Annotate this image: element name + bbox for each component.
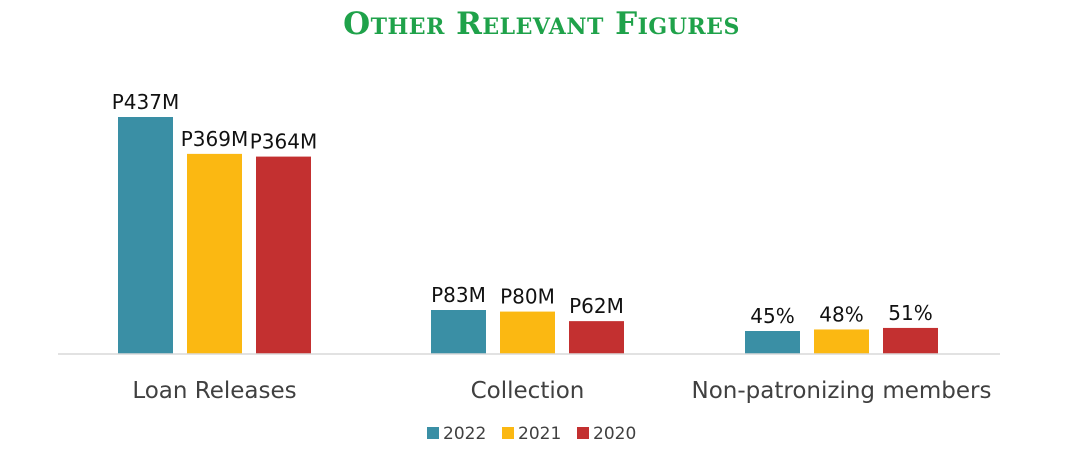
chart-title: Other Relevant Figures	[343, 6, 740, 42]
data-label-2020-1: P62M	[569, 294, 624, 318]
data-label-2022-2: 45%	[750, 304, 794, 328]
data-label-2021-1: P80M	[500, 285, 555, 309]
bar-2021-non-patronizing-members	[814, 329, 869, 354]
data-label-2022-0: P437M	[112, 90, 180, 114]
data-label-2020-0: P364M	[250, 130, 318, 154]
bar-2022-loan-releases	[118, 117, 173, 354]
data-label-2020-2: 51%	[888, 301, 932, 325]
legend-swatch-2022	[427, 427, 439, 439]
data-label-2022-1: P83M	[431, 283, 486, 307]
category-labels: Loan Releases Collection Non-patronizing m…	[132, 378, 991, 404]
bar-2020-loan-releases	[256, 156, 311, 354]
legend-label-2020: 2020	[593, 424, 636, 444]
bar-2020-non-patronizing-members	[883, 327, 938, 354]
legend-label-2021: 2021	[518, 424, 561, 444]
legend-swatch-2020	[577, 427, 589, 439]
category-label-1: Collection	[471, 378, 585, 404]
legend-swatch-2021	[502, 427, 514, 439]
legend: 2022 2021 2020	[427, 424, 636, 444]
bar-2021-collection	[500, 311, 555, 354]
data-label-2021-0: P369M	[181, 127, 249, 151]
bar-2021-loan-releases	[187, 153, 242, 354]
category-label-0: Loan Releases	[132, 378, 296, 404]
bar-2020-collection	[569, 321, 624, 354]
legend-label-2022: 2022	[443, 424, 486, 444]
bar-2022-collection	[431, 310, 486, 354]
bar-2022-non-patronizing-members	[745, 331, 800, 354]
category-label-2: Non-patronizing members	[692, 378, 992, 404]
data-label-2021-2: 48%	[819, 302, 863, 326]
